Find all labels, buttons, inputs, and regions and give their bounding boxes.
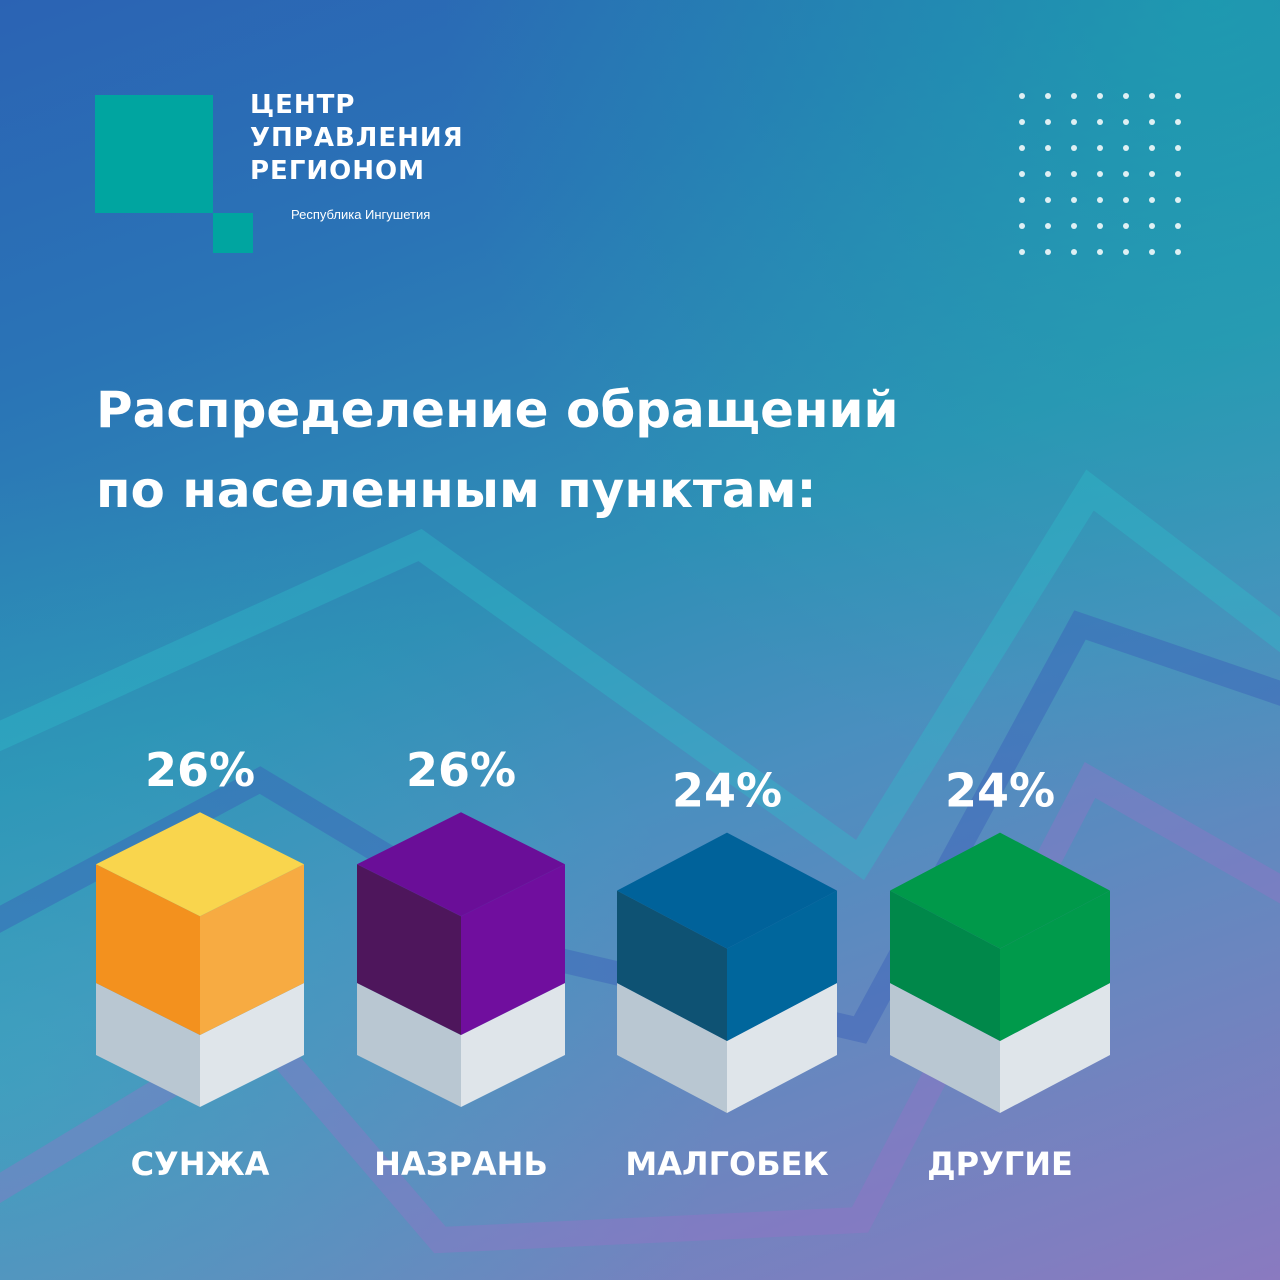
dot-grid-dot	[1045, 223, 1051, 229]
bg-line-teal	[0, 469, 1280, 881]
dot-grid-dot	[1097, 145, 1103, 151]
dot-grid-dot	[1045, 119, 1051, 125]
dot-grid-dot	[1071, 223, 1077, 229]
dot-grid-dot	[1123, 119, 1129, 125]
dot-grid-dot	[1175, 171, 1181, 177]
dot-grid-dot	[1175, 223, 1181, 229]
dot-grid-dot	[1019, 197, 1025, 203]
bar-base-right-face	[1000, 983, 1110, 1113]
dot-grid-icon	[1019, 93, 1181, 255]
bar-top-face	[890, 832, 1110, 949]
bar-left-face	[357, 864, 461, 1035]
dot-grid-dot	[1097, 197, 1103, 203]
bar-base-left-face	[617, 983, 727, 1113]
dot-grid-dot	[1071, 249, 1077, 255]
bar-right-face	[200, 864, 304, 1035]
bar-value-label: 26%	[406, 743, 516, 797]
bar-right-face	[461, 864, 565, 1035]
dot-grid-dot	[1175, 145, 1181, 151]
dot-grid-dot	[1123, 197, 1129, 203]
dot-grid-dot	[1019, 93, 1025, 99]
dot-grid-dot	[1123, 145, 1129, 151]
bar-4	[890, 832, 1110, 1113]
bar-left-face	[617, 890, 727, 1041]
bar-base-left-face	[890, 983, 1000, 1113]
bar-top-face	[96, 812, 304, 917]
logo-square	[95, 95, 213, 213]
bar-value-label: 24%	[945, 764, 1055, 818]
dot-grid-dot	[1149, 171, 1155, 177]
logo-text-line-2: УПРАВЛЕНИЯ	[250, 123, 464, 153]
bar-left-face	[890, 890, 1000, 1041]
dot-grid-dot	[1045, 249, 1051, 255]
dot-grid-dot	[1175, 93, 1181, 99]
bar-base-right-face	[200, 983, 304, 1107]
logo-region-caption: Республика Ингушетия	[291, 207, 431, 222]
dot-grid-dot	[1045, 197, 1051, 203]
dot-grid-dot	[1149, 145, 1155, 151]
dot-grid-dot	[1071, 197, 1077, 203]
dot-grid-dot	[1097, 119, 1103, 125]
dot-grid-dot	[1071, 145, 1077, 151]
dot-grid-dot	[1149, 249, 1155, 255]
bar-top-face	[617, 832, 837, 949]
bar-base-right-face	[461, 983, 565, 1107]
bar-value-label: 24%	[672, 764, 782, 818]
dot-grid-dot	[1019, 249, 1025, 255]
dot-grid-dot	[1045, 145, 1051, 151]
bar-base-left-face	[96, 983, 200, 1107]
bar-category-label: ДРУГИЕ	[927, 1145, 1073, 1183]
bar-right-face	[727, 890, 837, 1041]
dot-grid-dot	[1045, 171, 1051, 177]
dot-grid-dot	[1097, 171, 1103, 177]
dot-grid-dot	[1123, 171, 1129, 177]
dot-grid-dot	[1019, 145, 1025, 151]
dot-grid-dot	[1071, 93, 1077, 99]
dot-grid-dot	[1175, 119, 1181, 125]
logo-text-line-1: ЦЕНТР	[250, 90, 356, 120]
dot-grid-dot	[1019, 223, 1025, 229]
dot-grid-dot	[1019, 171, 1025, 177]
dot-grid-dot	[1097, 223, 1103, 229]
bar-right-face	[1000, 890, 1110, 1041]
bar-category-label: МАЛГОБЕК	[625, 1145, 828, 1183]
page-title-line-1: Распределение обращений	[96, 381, 899, 439]
dot-grid-dot	[1149, 119, 1155, 125]
bar-left-face	[96, 864, 200, 1035]
dot-grid-dot	[1123, 93, 1129, 99]
bar-value-label: 26%	[145, 743, 255, 797]
dot-grid-dot	[1175, 249, 1181, 255]
dot-grid-dot	[1097, 249, 1103, 255]
dot-grid-dot	[1149, 223, 1155, 229]
dot-grid-dot	[1019, 119, 1025, 125]
bar-3	[617, 832, 837, 1113]
bar-1	[96, 812, 304, 1107]
dot-grid-dot	[1175, 197, 1181, 203]
dot-grid-dot	[1149, 93, 1155, 99]
page-title-line-2: по населенным пунктам:	[96, 461, 817, 519]
dot-grid-dot	[1123, 223, 1129, 229]
dot-grid-dot	[1071, 171, 1077, 177]
bar-top-face	[357, 812, 565, 917]
dot-grid-dot	[1045, 93, 1051, 99]
dot-grid-dot	[1071, 119, 1077, 125]
bar-category-label: НАЗРАНЬ	[374, 1145, 548, 1183]
dot-grid-dot	[1097, 93, 1103, 99]
bar-2	[357, 812, 565, 1107]
bar-base-left-face	[357, 983, 461, 1107]
dot-grid-dot	[1123, 249, 1129, 255]
bar-category-label: СУНЖА	[131, 1145, 270, 1183]
bar-base-right-face	[727, 983, 837, 1113]
dot-grid-dot	[1149, 197, 1155, 203]
logo-text-line-3: РЕГИОНОМ	[250, 156, 425, 186]
logo-small-square	[213, 213, 253, 253]
